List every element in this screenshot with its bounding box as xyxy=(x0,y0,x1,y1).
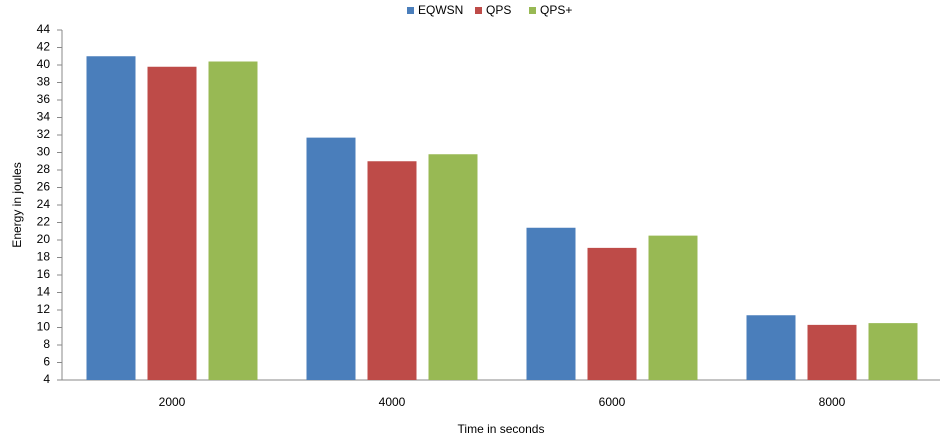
y-tick-label: 28 xyxy=(37,162,51,176)
y-tick-label: 24 xyxy=(37,197,51,211)
bar xyxy=(746,315,796,380)
y-tick-label: 8 xyxy=(43,337,50,351)
y-tick-label: 26 xyxy=(37,180,51,194)
y-tick-label: 32 xyxy=(37,127,51,141)
legend-swatch xyxy=(529,7,536,14)
y-tick-label: 12 xyxy=(37,302,51,316)
bar xyxy=(587,247,637,380)
y-tick-label: 36 xyxy=(37,92,51,106)
x-tick-label: 2000 xyxy=(159,395,186,409)
x-tick-label: 6000 xyxy=(599,395,626,409)
y-tick-label: 20 xyxy=(37,232,51,246)
x-axis-label: Time in seconds xyxy=(458,422,545,436)
bar xyxy=(428,154,478,380)
bar xyxy=(807,324,857,380)
y-tick-label: 16 xyxy=(37,267,51,281)
y-tick-label: 42 xyxy=(37,40,51,54)
y-tick-label: 44 xyxy=(37,22,51,36)
y-tick-label: 38 xyxy=(37,75,51,89)
x-tick-label: 4000 xyxy=(379,395,406,409)
legend-swatch xyxy=(475,7,482,14)
y-tick-label: 34 xyxy=(37,110,51,124)
bar xyxy=(147,66,197,380)
bar xyxy=(208,61,258,380)
legend-label: EQWSN xyxy=(418,3,463,17)
bar xyxy=(868,323,918,380)
bar xyxy=(86,56,136,380)
y-axis-label: Energy in joules xyxy=(10,162,24,247)
y-tick-label: 18 xyxy=(37,250,51,264)
y-tick-label: 30 xyxy=(37,145,51,159)
bar xyxy=(648,235,698,380)
legend-swatch xyxy=(407,7,414,14)
y-tick-label: 6 xyxy=(43,355,50,369)
y-tick-label: 10 xyxy=(37,320,51,334)
legend-label: QPS+ xyxy=(540,3,572,17)
bar xyxy=(367,161,417,380)
legend-label: QPS xyxy=(486,3,511,17)
y-tick-label: 4 xyxy=(43,372,50,386)
x-tick-label: 8000 xyxy=(819,395,846,409)
y-tick-label: 22 xyxy=(37,215,51,229)
y-tick-label: 40 xyxy=(37,57,51,71)
bar xyxy=(306,137,356,380)
bar xyxy=(526,227,576,380)
y-tick-label: 14 xyxy=(37,285,51,299)
